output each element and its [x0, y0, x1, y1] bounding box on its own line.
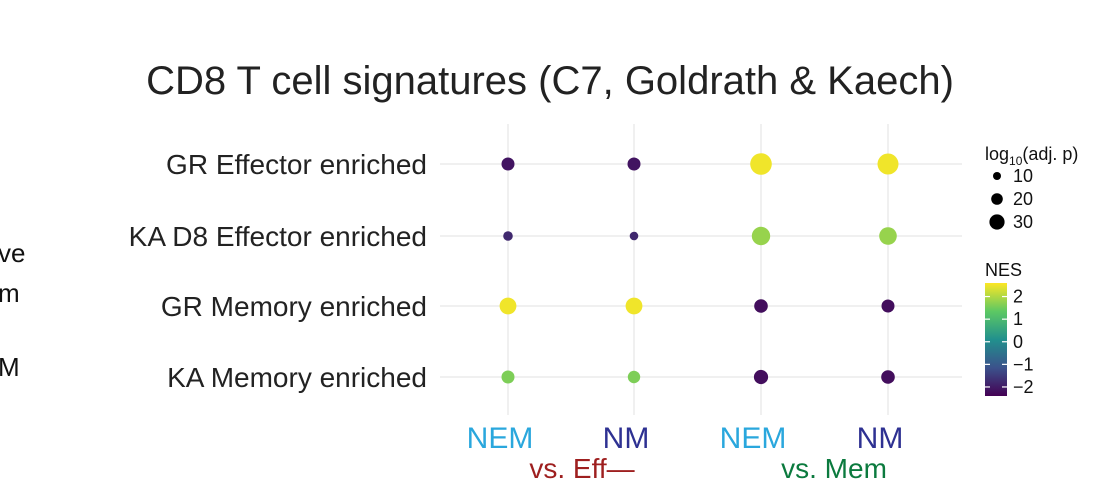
color-legend: NES 21 0−1 −2 [985, 260, 1034, 397]
data-point [751, 226, 771, 246]
y-tick-label: GR Effector enriched [166, 149, 427, 180]
y-tick-label: GR Memory enriched [161, 291, 427, 322]
color-legend-bar [985, 283, 1007, 396]
color-legend-label: −2 [1013, 377, 1034, 397]
data-point [877, 153, 899, 175]
size-legend-title: log10(adj. p) [985, 144, 1078, 168]
left-cut-line-2: m [0, 278, 20, 308]
group-labels: vs. Eff— vs. Mem [529, 453, 887, 484]
x-axis-labels: NEM NM NEM NM [467, 422, 904, 455]
data-point [754, 299, 768, 313]
size-legend-label: 20 [1013, 189, 1033, 209]
size-legend-dot [991, 193, 1003, 205]
x-tick-label: NEM [467, 422, 534, 455]
data-point [501, 157, 515, 171]
color-legend-label: 2 [1013, 287, 1023, 307]
data-point [881, 299, 895, 313]
x-tick-label: NM [857, 422, 904, 455]
y-tick-label: KA Memory enriched [167, 362, 427, 393]
size-legend-dot [989, 214, 1005, 230]
data-point [625, 297, 643, 315]
x-tick-label: NEM [720, 422, 787, 455]
data-point [627, 157, 641, 171]
data-point [750, 153, 772, 175]
data-point [503, 231, 513, 241]
y-axis-labels: GR Effector enriched KA D8 Effector enric… [129, 149, 427, 393]
left-cut-line-1: ve [0, 238, 25, 268]
x-tick-label: NM [603, 422, 650, 455]
color-legend-label: −1 [1013, 354, 1034, 374]
size-legend: log10(adj. p) 10 20 30 [985, 144, 1078, 232]
color-legend-title: NES [985, 260, 1022, 280]
data-points [499, 153, 899, 385]
data-point [753, 369, 769, 385]
chart-title: CD8 T cell signatures (C7, Goldrath & Ka… [146, 59, 954, 103]
left-cut-line-3: M [0, 352, 20, 382]
data-point [879, 227, 897, 245]
data-point [881, 370, 895, 384]
y-tick-label: KA D8 Effector enriched [129, 221, 427, 252]
color-legend-label: 1 [1013, 309, 1023, 329]
data-point [627, 370, 641, 384]
group-label: vs. Mem [781, 453, 887, 484]
data-point [629, 231, 639, 241]
color-legend-label: 0 [1013, 332, 1023, 352]
size-legend-label: 10 [1013, 166, 1033, 186]
group-label: vs. Eff— [529, 453, 634, 484]
data-point [499, 297, 517, 315]
size-legend-label: 30 [1013, 212, 1033, 232]
data-point [501, 370, 515, 384]
size-legend-dot [993, 172, 1001, 180]
